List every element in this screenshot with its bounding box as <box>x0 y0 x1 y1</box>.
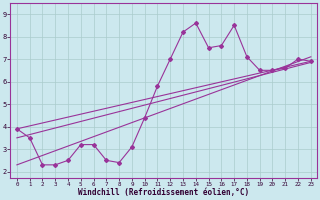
X-axis label: Windchill (Refroidissement éolien,°C): Windchill (Refroidissement éolien,°C) <box>78 188 249 197</box>
